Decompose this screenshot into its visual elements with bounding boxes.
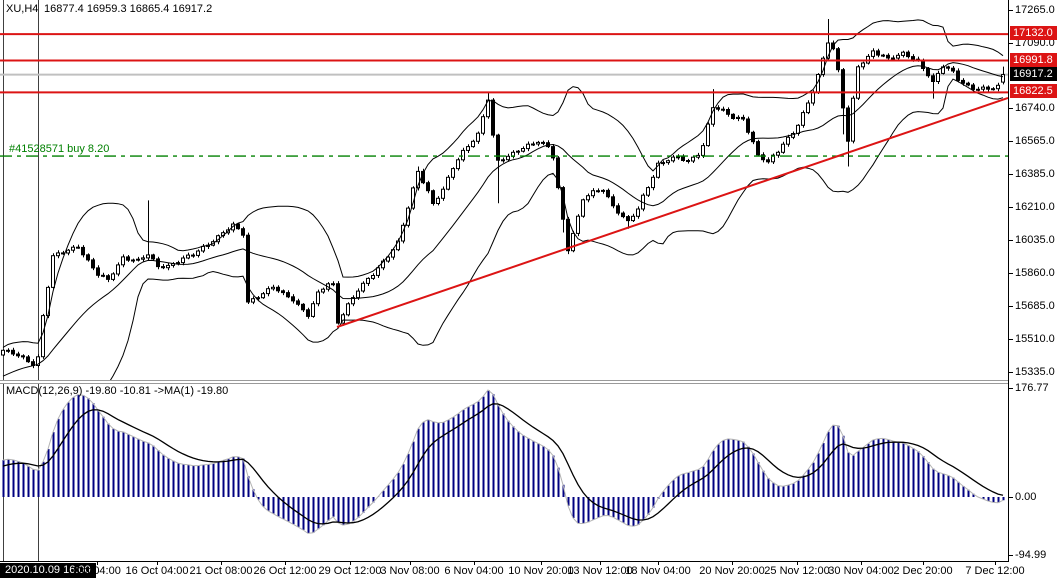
price-tick	[1009, 273, 1013, 274]
panel-separator[interactable]	[0, 380, 1057, 384]
price-axis-label: 15335.0	[1015, 366, 1055, 378]
time-axis-line	[0, 561, 1057, 562]
macd-tick	[1009, 555, 1013, 556]
time-tick	[732, 562, 733, 565]
time-tick	[97, 562, 98, 565]
time-tick	[474, 562, 475, 565]
price-axis-label: 16035.0	[1015, 234, 1055, 246]
price-axis-label: 16740.0	[1015, 102, 1055, 114]
time-axis-label: 6 Nov 04:00	[444, 565, 504, 577]
macd-indicator-panel[interactable]	[0, 384, 1008, 561]
time-axis-label: 7 Dec 12:00	[965, 565, 1025, 577]
time-axis-label: 10 Nov 20:00	[508, 565, 574, 577]
price-axis-label: 16210.0	[1015, 201, 1055, 213]
macd-axis-label: 176.77	[1015, 382, 1049, 394]
price-tick	[1009, 207, 1013, 208]
bollinger-lower-band[interactable]	[3, 78, 1004, 380]
time-tick	[350, 562, 351, 565]
macd-histogram	[2, 390, 1005, 534]
selected-time-badge: 2020.10.09 16:00	[0, 563, 96, 578]
macd-axis-label: 0.00	[1015, 491, 1037, 503]
time-axis-label: 16 Oct 04:00	[125, 565, 189, 577]
bull-candles	[1, 42, 1005, 366]
time-axis-label: 18 Nov 04:00	[625, 565, 691, 577]
time-axis-label: 30 Nov 04:00	[828, 565, 894, 577]
time-tick	[797, 562, 798, 565]
price-axis-label: 15685.0	[1015, 300, 1055, 312]
macd-axis-label: -94.99	[1015, 549, 1047, 561]
time-tick	[600, 562, 601, 565]
time-axis[interactable]: 2020.10.09 16:00 Oct 04:00 16 Oct 04:00 21…	[0, 562, 1057, 584]
price-tick	[1009, 108, 1013, 109]
time-tick	[995, 562, 996, 565]
time-axis-label: 21 Oct 08:00	[189, 565, 253, 577]
time-tick	[658, 562, 659, 565]
price-axis-label: 16565.0	[1015, 135, 1055, 147]
bollinger-upper-band[interactable]	[2, 19, 1004, 348]
price-axis-label: 17265.0	[1015, 4, 1055, 16]
time-axis-label: 3 Nov 08:00	[380, 565, 440, 577]
time-axis-label: 29 Oct 12:00	[318, 565, 382, 577]
price-tick	[1009, 339, 1013, 340]
macd-tick	[1009, 388, 1013, 389]
price-badge-red: 17132.0	[1010, 26, 1057, 40]
price-tick	[1009, 43, 1013, 44]
ohlc-readout: 16877.4 16959.3 16865.4 16917.2	[44, 3, 213, 15]
time-axis-label: 2 Dec 20:00	[893, 565, 953, 577]
price-tick	[1009, 174, 1013, 175]
price-tick	[1009, 240, 1013, 241]
bear-candles	[6, 42, 990, 367]
open-position-label: #41528571 buy 8.20	[9, 143, 110, 155]
time-axis-label: 25 Nov 12:00	[764, 565, 830, 577]
time-tick	[221, 562, 222, 565]
price-tick	[1009, 306, 1013, 307]
price-axis-label: 15860.0	[1015, 267, 1055, 279]
price-badge-black: 16917.2	[1010, 67, 1057, 81]
time-tick	[923, 562, 924, 565]
price-axis-label: 16385.0	[1015, 168, 1055, 180]
macd-tick	[1009, 497, 1013, 498]
macd-main-line[interactable]	[2, 389, 1004, 534]
time-axis-label: 20 Nov 20:00	[699, 565, 765, 577]
price-tick	[1009, 141, 1013, 142]
price-badge-red: 16991.8	[1010, 53, 1057, 67]
time-tick	[157, 562, 158, 565]
price-axis-label: 17090.0	[1015, 37, 1055, 49]
time-axis-label: 26 Oct 12:00	[253, 565, 317, 577]
price-tick	[1009, 10, 1013, 11]
price-axis[interactable]: 17265.0 17090.0 16740.0 16565.0 16385.0 16210…	[1008, 0, 1057, 562]
time-tick	[410, 562, 411, 565]
time-tick	[861, 562, 862, 565]
time-axis-label: Oct 04:00	[73, 565, 121, 577]
bollinger-middle-band[interactable]	[2, 62, 1004, 377]
time-tick	[541, 562, 542, 565]
price-tick	[1009, 372, 1013, 373]
main-chart-panel[interactable]	[0, 0, 1008, 380]
time-axis-label: 13 Nov 12:00	[567, 565, 633, 577]
price-axis-label: 15510.0	[1015, 333, 1055, 345]
trendline[interactable]	[336, 97, 1008, 328]
candle-wicks	[3, 19, 1004, 369]
symbol-period-label: XU,H4	[6, 3, 39, 15]
macd-signal-line[interactable]	[2, 403, 1004, 525]
time-tick	[285, 562, 286, 565]
price-badge-red: 16822.5	[1010, 84, 1057, 98]
macd-indicator-label: MACD(12,26,9) -19.80 -10.81 ->MA(1) -19.…	[6, 385, 229, 397]
